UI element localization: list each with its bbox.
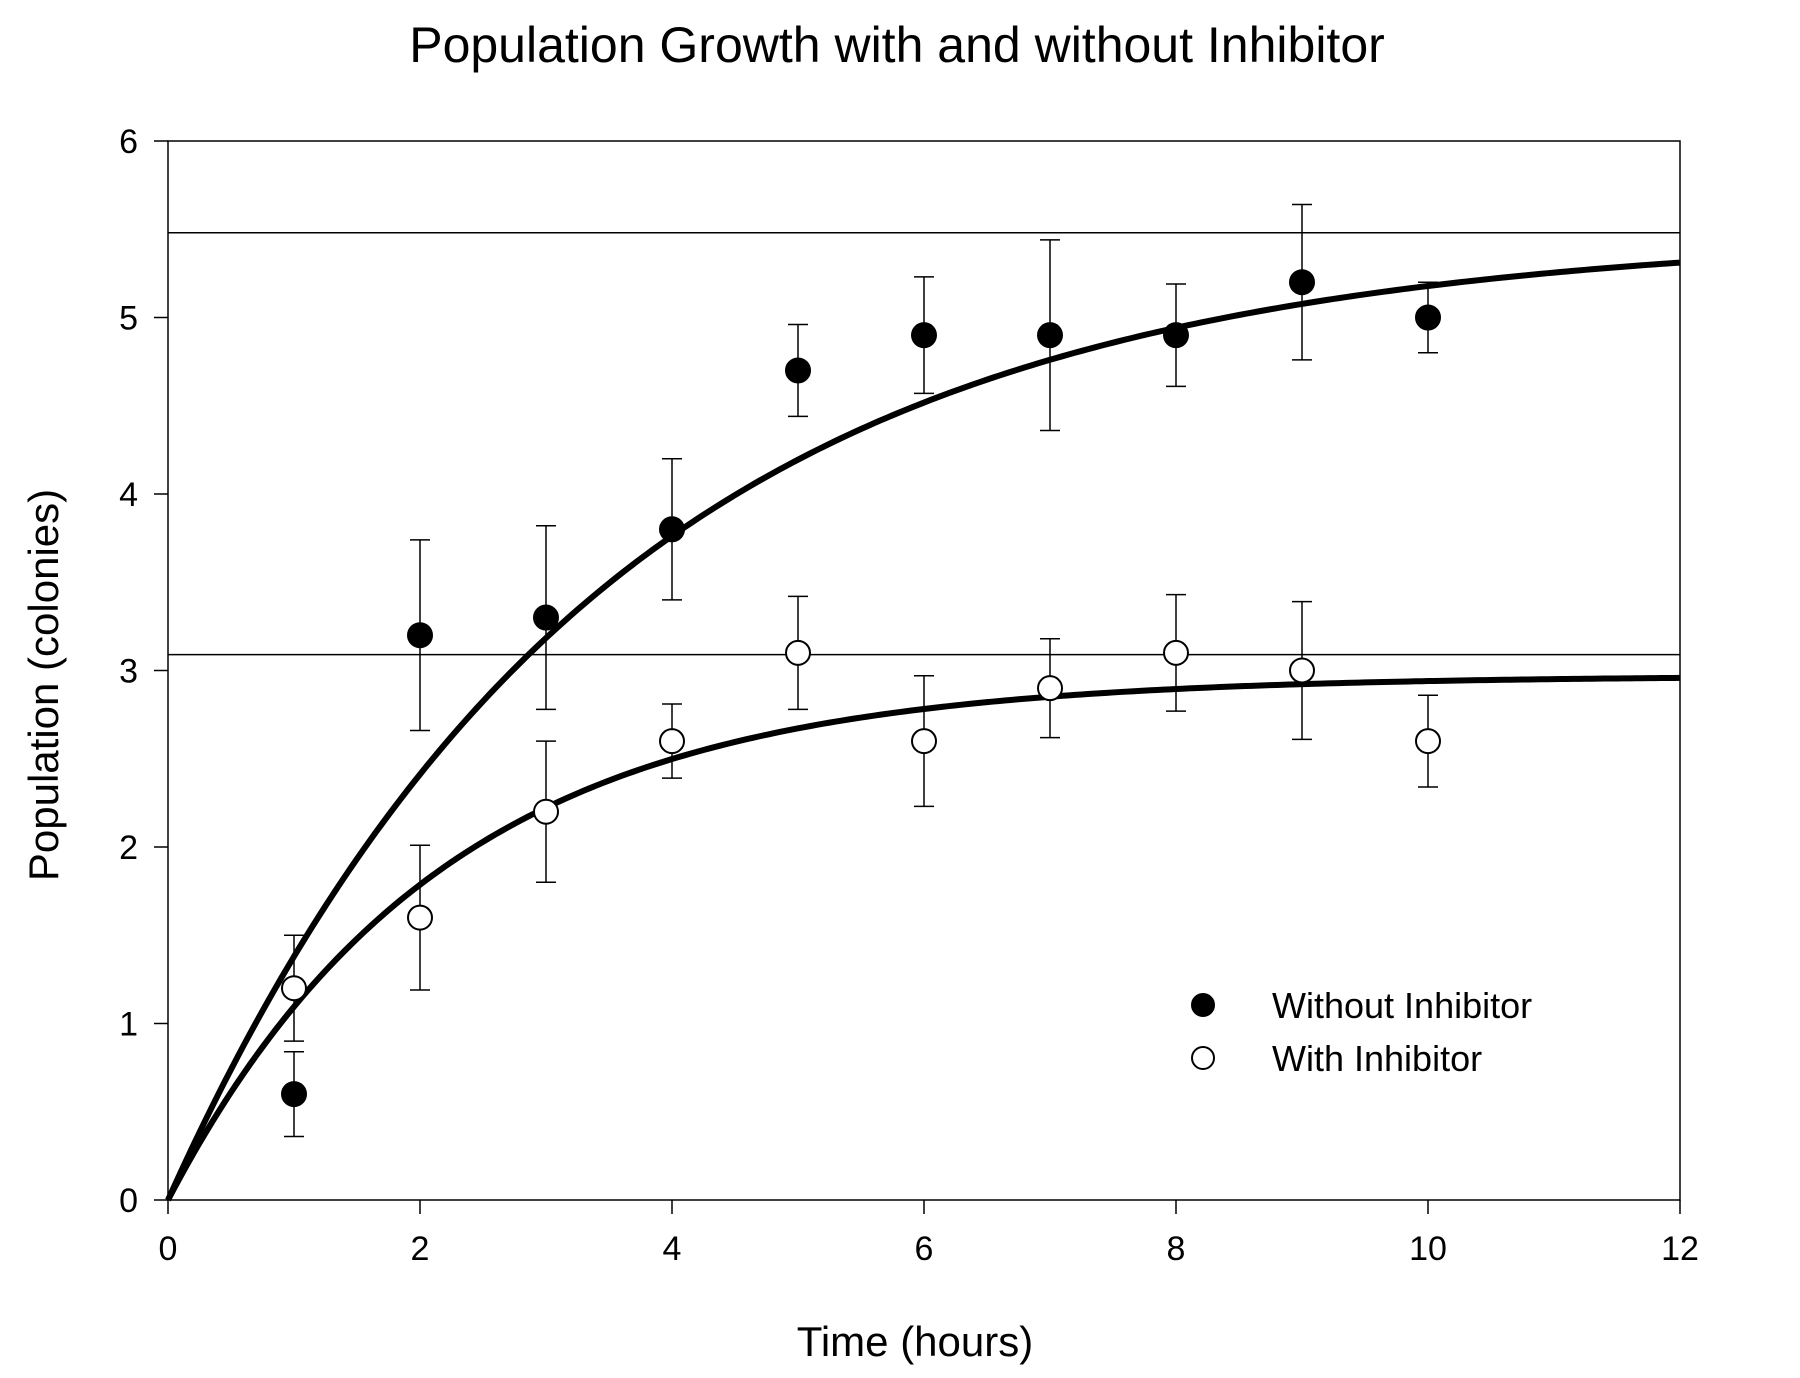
point-s1-2 bbox=[533, 798, 559, 825]
legend-label-without-inhibitor: Without Inhibitor bbox=[1272, 985, 1532, 1026]
point-s0-6 bbox=[1037, 322, 1063, 349]
point-s0-7 bbox=[1163, 322, 1189, 349]
x-tick-label-1: 2 bbox=[411, 1230, 430, 1268]
x-tick-label-4: 8 bbox=[1167, 1230, 1186, 1268]
point-s1-0 bbox=[281, 975, 307, 1002]
y-tick-label-2: 2 bbox=[119, 829, 138, 867]
point-s0-4 bbox=[785, 357, 811, 384]
legend-label-with-inhibitor: With Inhibitor bbox=[1272, 1038, 1482, 1079]
error-bars bbox=[284, 203, 1438, 1138]
legend: Without Inhibitor With Inhibitor bbox=[1191, 985, 1532, 1079]
point-s0-0 bbox=[281, 1081, 307, 1108]
point-s0-9 bbox=[1415, 304, 1441, 331]
point-s0-8 bbox=[1289, 269, 1315, 296]
point-s1-5 bbox=[911, 728, 937, 755]
x-tick-label-5: 10 bbox=[1409, 1230, 1447, 1268]
point-s1-7 bbox=[1163, 639, 1189, 666]
point-s1-4 bbox=[785, 639, 811, 666]
point-s1-9 bbox=[1415, 728, 1441, 755]
x-tick-label-2: 4 bbox=[663, 1230, 682, 1268]
point-s0-2 bbox=[533, 604, 559, 631]
x-tick-label-0: 0 bbox=[159, 1230, 178, 1268]
y-tick-label-1: 1 bbox=[119, 1006, 138, 1044]
point-s1-1 bbox=[407, 904, 433, 931]
y-tick-label-5: 5 bbox=[119, 300, 138, 338]
y-tick-label-3: 3 bbox=[119, 653, 138, 691]
x-axis-title: Time (hours) bbox=[797, 1318, 1033, 1365]
x-tick-label-3: 6 bbox=[915, 1230, 934, 1268]
x-axis: 0 2 4 6 8 10 12 bbox=[159, 1200, 1699, 1268]
y-tick-label-0: 0 bbox=[119, 1182, 138, 1220]
y-tick-label-4: 4 bbox=[119, 476, 138, 514]
y-axis: 0 1 2 3 4 5 6 bbox=[119, 123, 168, 1220]
y-tick-label-6: 6 bbox=[119, 123, 138, 161]
legend-marker-with-inhibitor bbox=[1191, 1046, 1215, 1070]
point-s1-6 bbox=[1037, 675, 1063, 702]
point-s0-5 bbox=[911, 322, 937, 349]
y-axis-title: Population (colonies) bbox=[20, 489, 67, 881]
chart-title: Population Growth with and without Inhib… bbox=[409, 17, 1385, 73]
point-s1-8 bbox=[1289, 657, 1315, 684]
data-points bbox=[281, 269, 1441, 1108]
point-s0-1 bbox=[407, 622, 433, 649]
legend-marker-without-inhibitor bbox=[1191, 993, 1215, 1017]
point-s1-3 bbox=[659, 728, 685, 755]
point-s0-3 bbox=[659, 516, 685, 543]
x-tick-label-6: 12 bbox=[1661, 1230, 1699, 1268]
